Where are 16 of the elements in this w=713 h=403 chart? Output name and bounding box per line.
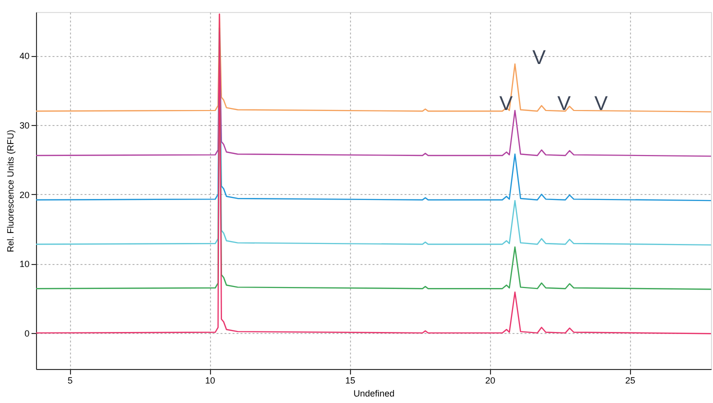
y-tick-label: 30	[19, 120, 30, 130]
x-tick-label: 5	[68, 376, 73, 386]
x-tick-label: 20	[485, 376, 496, 386]
y-axis-title: Rel. Fluorescence Units (RFU)	[5, 130, 16, 252]
y-tick-label: 10	[19, 259, 30, 270]
y-tick-label: 40	[19, 51, 30, 62]
x-axis-title: Undefined	[353, 388, 395, 398]
annotation: V	[594, 93, 608, 115]
annotation: V	[532, 47, 546, 69]
y-tick-label: 20	[19, 190, 30, 200]
x-tick-label: 15	[345, 376, 356, 386]
y-tick-label: 0	[24, 328, 30, 338]
line-series	[36, 13, 711, 334]
annotation: V	[557, 93, 572, 115]
x-tick-label: 25	[625, 376, 636, 386]
x-tick-label: 10	[205, 376, 216, 386]
